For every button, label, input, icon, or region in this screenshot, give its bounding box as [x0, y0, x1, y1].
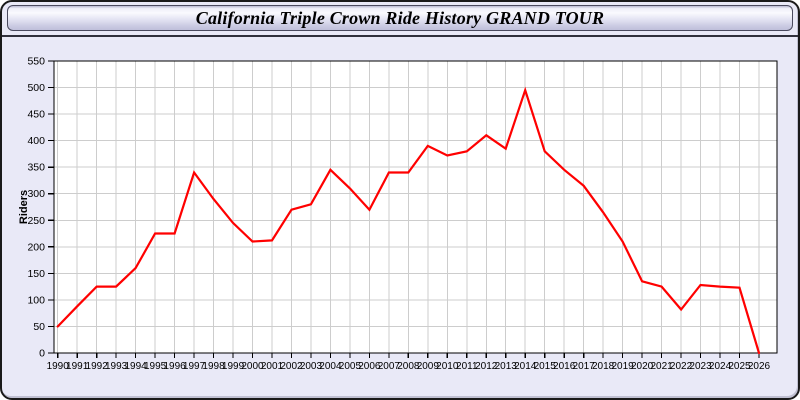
y-tick-label: 400	[27, 135, 45, 147]
x-tick-label: 2009	[417, 361, 440, 372]
x-tick-label: 2013	[495, 361, 518, 372]
x-tick-label: 2003	[300, 361, 323, 372]
x-tick-label: 2019	[611, 361, 634, 372]
data-line-riders	[56, 86, 761, 355]
x-tick-label: 2020	[631, 361, 654, 372]
y-tick-label: 350	[27, 162, 45, 174]
y-tick-label: 100	[27, 294, 45, 306]
x-tick-label: 1994	[124, 361, 147, 372]
x-tick-label: 2021	[650, 361, 673, 372]
x-tick-label: 1990	[47, 361, 70, 372]
x-tick-label: 2024	[709, 361, 732, 372]
x-tick-label: 2010	[436, 361, 459, 372]
x-tick-label: 2018	[592, 361, 615, 372]
y-tick-label: 200	[27, 241, 45, 253]
x-tick-label: 2007	[378, 361, 401, 372]
x-tick-label: 1991	[66, 361, 89, 372]
x-tick-label: 2004	[319, 361, 342, 372]
x-tick-label: 1996	[163, 361, 186, 372]
y-tick-label: 150	[27, 268, 45, 280]
y-tick-label: 50	[33, 321, 45, 333]
x-tick-label: 1992	[86, 361, 109, 372]
x-tick-label: 1998	[202, 361, 225, 372]
x-tick-label: 2006	[358, 361, 381, 372]
x-tick-label: 2001	[261, 361, 284, 372]
x-tick-label: 2002	[280, 361, 303, 372]
y-tick-label: 0	[39, 348, 45, 360]
x-tick-label: 2011	[456, 361, 478, 372]
y-tick-label: 500	[27, 82, 45, 94]
x-tick-label: 1997	[183, 361, 206, 372]
x-tick-label: 1999	[222, 361, 245, 372]
x-tick-label: 2023	[689, 361, 712, 372]
x-tick-label: 2016	[553, 361, 576, 372]
x-tick-label: 2015	[534, 361, 557, 372]
x-tick-label: 1993	[105, 361, 128, 372]
x-tick-label: 2017	[573, 361, 596, 372]
x-tick-label: 2025	[728, 361, 751, 372]
x-tick-label: 1995	[144, 361, 167, 372]
chart-title: California Triple Crown Ride History GRA…	[195, 7, 605, 28]
titlebar-separator	[2, 35, 798, 37]
plot-border	[53, 60, 778, 354]
x-tick-label: 2008	[397, 361, 420, 372]
x-tick-label: 2022	[670, 361, 693, 372]
x-tick-label: 2005	[339, 361, 362, 372]
y-tick-label: 300	[27, 188, 45, 200]
y-tick-label: 550	[27, 56, 45, 68]
plot-area	[54, 61, 777, 353]
y-tick-label: 450	[27, 109, 45, 121]
x-tick-label: 2012	[475, 361, 498, 372]
x-tick-label: 2014	[514, 361, 537, 372]
y-tick-label: 250	[27, 215, 45, 227]
x-tick-label: 2000	[241, 361, 264, 372]
title-bar: California Triple Crown Ride History GRA…	[7, 5, 793, 31]
x-tick-label: 2026	[748, 361, 771, 372]
